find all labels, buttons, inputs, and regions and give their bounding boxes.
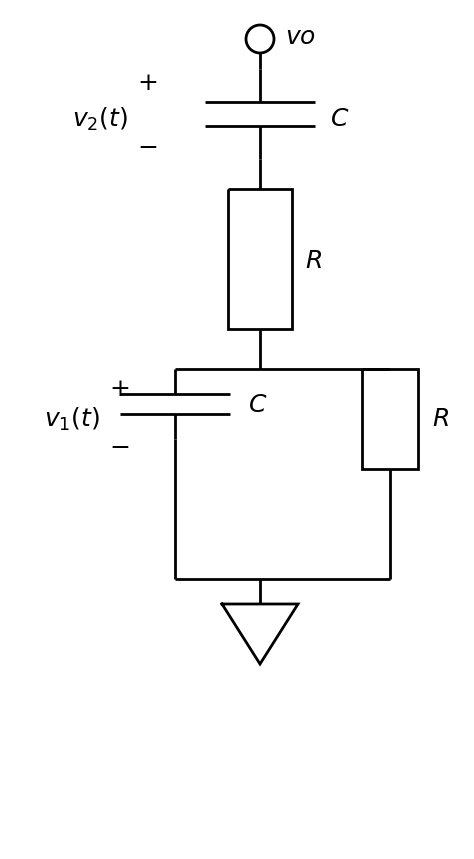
Text: $R$: $R$ [432,407,449,430]
Text: +: + [137,72,158,95]
Text: $vo$: $vo$ [285,26,316,48]
Text: $C$: $C$ [330,107,349,131]
Text: −: − [109,437,130,460]
Text: −: − [137,137,158,161]
Text: $v_2(t)$: $v_2(t)$ [72,106,128,132]
Text: +: + [109,377,130,400]
Text: $v_1(t)$: $v_1(t)$ [44,405,100,433]
Text: $R$: $R$ [305,249,322,272]
Text: $C$: $C$ [248,393,267,417]
